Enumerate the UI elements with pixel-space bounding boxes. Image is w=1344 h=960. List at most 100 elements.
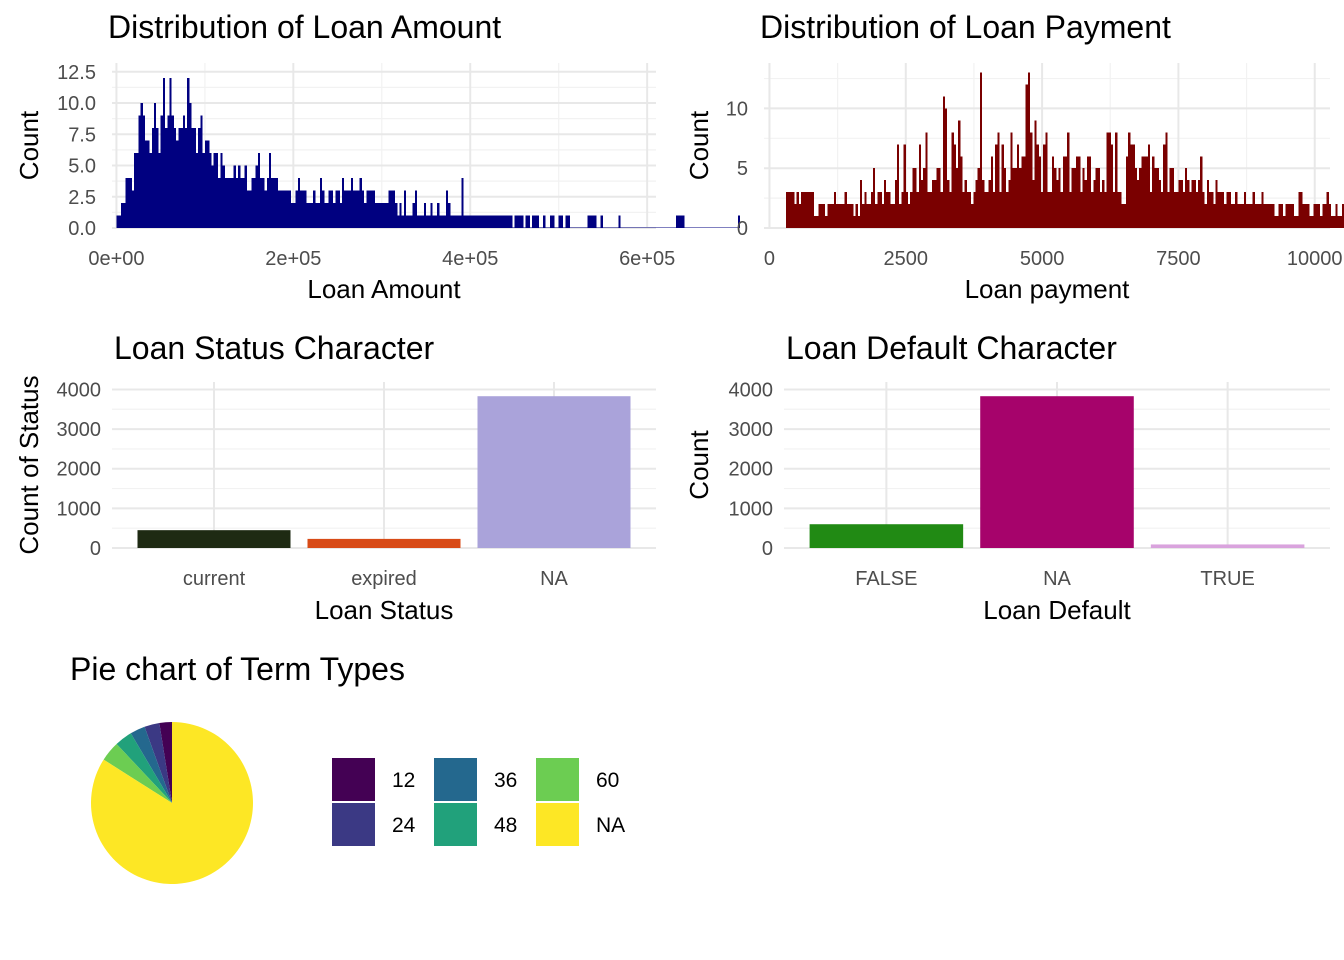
histogram-bar bbox=[1152, 156, 1155, 228]
histogram-bar bbox=[1062, 156, 1065, 228]
loan-default-panel: FALSE NA TRUE 0 1000 2000 3000 4000 Loan Default… bbox=[684, 330, 1330, 625]
histogram-bar bbox=[136, 153, 139, 228]
histogram-bar bbox=[1261, 192, 1264, 228]
histogram-bar bbox=[1012, 168, 1015, 228]
histogram-bar bbox=[1278, 204, 1281, 228]
histogram-bar bbox=[437, 203, 440, 228]
legend-label: 60 bbox=[596, 769, 619, 792]
histogram-bar bbox=[417, 215, 420, 228]
chart-title: Distribution of Loan Payment bbox=[760, 9, 1171, 45]
x-axis-label: Loan Default bbox=[983, 595, 1131, 625]
histogram-bar bbox=[1291, 204, 1295, 228]
histogram-bar bbox=[1110, 144, 1113, 228]
histogram-bar bbox=[907, 204, 911, 228]
histogram-bar bbox=[266, 178, 270, 228]
histogram-bar bbox=[1093, 180, 1096, 228]
histogram-bar bbox=[271, 178, 274, 228]
histogram-bar bbox=[1315, 204, 1319, 228]
histogram-bar bbox=[357, 190, 360, 228]
histogram-bar bbox=[929, 192, 932, 228]
y-tick-label: 2000 bbox=[729, 459, 774, 481]
histogram-bar bbox=[1339, 216, 1342, 228]
histogram-bar bbox=[973, 192, 976, 228]
chart-title: Pie chart of Term Types bbox=[70, 651, 405, 687]
histogram-bar bbox=[947, 180, 950, 228]
histogram-bar bbox=[558, 215, 561, 228]
histogram-bar bbox=[927, 192, 930, 228]
histogram-bar bbox=[594, 215, 597, 228]
y-tick-label: 12.5 bbox=[57, 62, 96, 84]
histogram-bar bbox=[1283, 216, 1286, 228]
histogram-bar bbox=[787, 192, 791, 228]
histogram-bar bbox=[715, 227, 718, 228]
histogram-bar bbox=[1228, 192, 1231, 228]
histogram-bar bbox=[262, 178, 265, 228]
histogram-bar bbox=[1058, 168, 1061, 228]
histogram-bar bbox=[596, 227, 599, 228]
histogram-bar bbox=[563, 227, 566, 228]
histogram-bar bbox=[953, 144, 956, 228]
histogram-bar bbox=[724, 227, 727, 228]
histogram-bar bbox=[443, 215, 446, 228]
histogram-bar bbox=[1239, 204, 1242, 228]
histogram-bar bbox=[918, 144, 922, 228]
histogram-bar bbox=[1167, 192, 1170, 228]
histogram-bar bbox=[1296, 216, 1299, 228]
histogram-bar bbox=[1115, 132, 1118, 228]
y-tick-label: 10.0 bbox=[57, 93, 96, 115]
histogram-bar bbox=[846, 204, 850, 228]
histogram-bar bbox=[574, 227, 577, 228]
x-axis-label: Loan Amount bbox=[307, 274, 461, 304]
histogram-bar bbox=[825, 216, 828, 228]
histogram-bar bbox=[1204, 204, 1207, 228]
histogram-bar bbox=[304, 190, 307, 228]
histogram-bar bbox=[474, 215, 477, 228]
histogram-bar bbox=[479, 215, 482, 228]
y-tick-label: 0 bbox=[737, 218, 748, 240]
histogram-bar bbox=[1032, 180, 1035, 228]
histogram-bar bbox=[1232, 204, 1236, 228]
histogram-bar bbox=[735, 227, 738, 228]
histogram-bar bbox=[226, 178, 230, 228]
histogram-bar bbox=[979, 72, 983, 228]
histogram-bar bbox=[461, 178, 464, 228]
y-tick-label: 0 bbox=[762, 538, 773, 560]
histogram-bar bbox=[1333, 216, 1336, 228]
y-tick-label: 4000 bbox=[729, 379, 774, 401]
histogram-bar bbox=[1272, 204, 1275, 228]
histogram-bar bbox=[251, 178, 254, 228]
histogram-bar bbox=[840, 204, 843, 228]
histogram-bar bbox=[868, 204, 871, 228]
histogram-bar bbox=[1041, 192, 1044, 228]
histogram-bar bbox=[1003, 168, 1007, 228]
histogram-bar bbox=[173, 128, 177, 228]
histogram-bar bbox=[322, 190, 325, 228]
histogram-bar bbox=[883, 180, 887, 228]
histogram-bar bbox=[1280, 204, 1284, 228]
histogram-bar bbox=[667, 227, 670, 228]
histogram-bar bbox=[969, 192, 972, 228]
histogram-bar bbox=[516, 215, 519, 228]
y-tick-label: 4000 bbox=[57, 379, 102, 401]
legend-label: 24 bbox=[392, 814, 416, 837]
histogram-bar bbox=[483, 215, 486, 228]
histogram-bar bbox=[598, 227, 601, 228]
pie-slice-na bbox=[91, 722, 254, 884]
bar-na bbox=[477, 396, 631, 548]
loan-payment-bars bbox=[785, 72, 1344, 229]
histogram-bar bbox=[1250, 204, 1253, 228]
histogram-bar bbox=[549, 215, 553, 228]
histogram-bar bbox=[127, 178, 130, 228]
histogram-bar bbox=[350, 178, 354, 228]
histogram-bar bbox=[796, 192, 799, 228]
legend-swatch bbox=[434, 803, 477, 846]
histogram-bar bbox=[412, 203, 415, 228]
y-tick-label: 1000 bbox=[57, 498, 102, 520]
histogram-bar bbox=[377, 203, 380, 228]
histogram-bar bbox=[1008, 180, 1011, 228]
histogram-bar bbox=[1136, 180, 1140, 228]
histogram-bar bbox=[1038, 156, 1042, 228]
histogram-bar bbox=[138, 115, 141, 228]
histogram-bar bbox=[1322, 204, 1325, 228]
loan-payment-panel: 0 2500 5000 7500 10000 0 5 10 Distribution of Lo… bbox=[684, 9, 1344, 304]
